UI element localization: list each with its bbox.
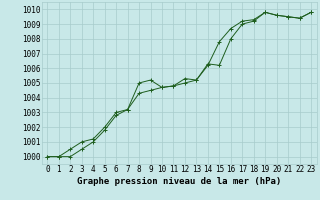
X-axis label: Graphe pression niveau de la mer (hPa): Graphe pression niveau de la mer (hPa) bbox=[77, 177, 281, 186]
